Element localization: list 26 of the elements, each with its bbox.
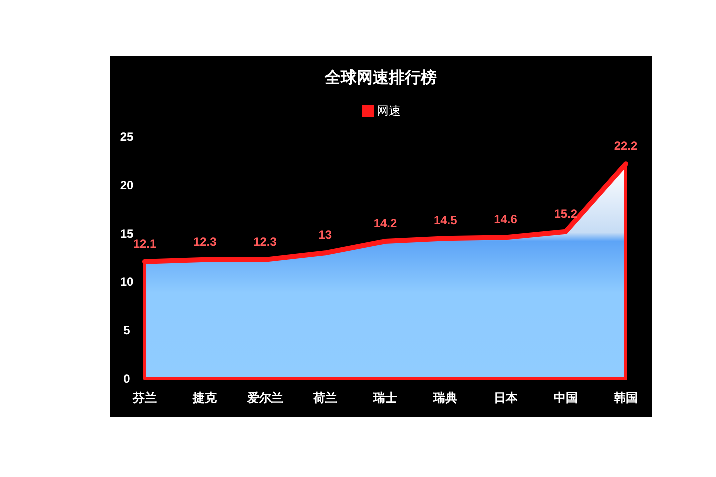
- x-tick-label: 瑞士: [372, 391, 398, 405]
- data-label: 22.2: [614, 139, 638, 154]
- data-label: 12.1: [133, 236, 157, 251]
- x-tick-label: 中国: [554, 391, 578, 405]
- y-tick-label: 5: [124, 324, 131, 338]
- data-label: 12.3: [254, 234, 278, 249]
- x-tick-label: 日本: [494, 391, 519, 405]
- x-tick-label: 爱尔兰: [246, 391, 284, 405]
- data-label: 14.2: [374, 216, 398, 231]
- chart-title: 全球网速排行榜: [324, 69, 437, 87]
- x-tick-label: 荷兰: [312, 391, 338, 405]
- data-label: 13: [318, 228, 332, 242]
- y-tick-label: 0: [124, 372, 131, 386]
- y-tick-label: 25: [120, 130, 134, 144]
- data-label: 12.3: [193, 234, 218, 249]
- y-tick-label: 10: [120, 275, 134, 290]
- x-tick-label: 韩国: [613, 391, 638, 405]
- data-label: 15.2: [554, 206, 578, 221]
- x-tick-label: 瑞典: [432, 391, 458, 405]
- x-tick-label: 捷克: [192, 391, 218, 405]
- y-tick-label: 15: [120, 226, 134, 241]
- data-label: 14.5: [434, 214, 458, 228]
- legend-label: 网速: [377, 104, 401, 118]
- x-tick-label: 芬兰: [132, 391, 157, 405]
- data-label: 14.6: [494, 212, 518, 227]
- y-tick-label: 20: [120, 178, 134, 192]
